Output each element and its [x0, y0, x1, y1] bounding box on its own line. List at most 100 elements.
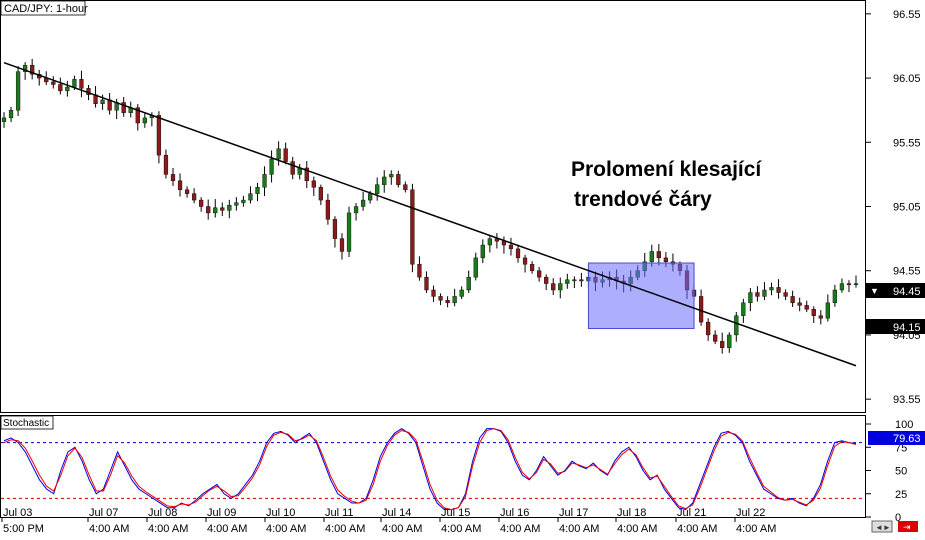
candle-body	[508, 244, 514, 250]
candle-body	[720, 341, 725, 348]
candle-body	[135, 107, 140, 124]
scroll-icon[interactable]: ◄►	[871, 520, 893, 533]
candle-body	[51, 81, 56, 85]
candle-body	[825, 302, 830, 319]
candle-body	[776, 287, 781, 293]
candle-body	[346, 212, 352, 252]
candle-body	[311, 180, 316, 188]
candle-body	[177, 180, 183, 191]
candle-body	[783, 292, 788, 297]
stochastic-label-box	[0, 415, 54, 430]
candle-body	[515, 248, 521, 259]
candle-body	[529, 264, 535, 271]
time-tick-time: 4:00 AM	[559, 523, 599, 535]
time-tick-time: 4:00 AM	[736, 523, 776, 535]
candle-body	[431, 289, 436, 297]
candle-body	[579, 279, 584, 282]
candle-body	[375, 184, 380, 194]
time-tick-time: 5:00 PM	[3, 523, 44, 535]
candle-body	[213, 207, 218, 214]
candle-body	[544, 276, 549, 284]
time-tick-date: Jul 10	[266, 507, 295, 519]
time-tick-date: Jul 18	[617, 507, 646, 519]
candle-body	[206, 206, 211, 214]
candle-body	[713, 334, 718, 342]
candle-body	[121, 102, 126, 113]
candle-body	[30, 65, 35, 75]
candle-body	[332, 219, 338, 239]
svg-text:94.15: 94.15	[893, 322, 921, 334]
candle-body	[396, 174, 401, 185]
candle-body	[248, 193, 253, 201]
candle-body	[100, 99, 105, 104]
time-tick-time: 4:00 AM	[500, 523, 540, 535]
candle-body	[58, 84, 63, 92]
annotation-line-1: Prolomení klesající	[571, 158, 762, 181]
price-tick-label: 96.05	[893, 73, 921, 85]
time-tick-time: 4:00 AM	[148, 523, 188, 535]
candle-body	[283, 148, 288, 162]
candle-body	[558, 283, 563, 291]
candle-body	[255, 187, 260, 194]
svg-text:◄►: ◄►	[875, 523, 891, 532]
svg-text:⇥: ⇥	[903, 522, 911, 532]
chart-title: CAD/JPY: 1-hour	[4, 3, 88, 15]
svg-text:94.45: 94.45	[893, 286, 921, 298]
candle-body	[466, 276, 471, 291]
candle-body	[797, 302, 802, 306]
price-tick-label: 95.55	[893, 137, 921, 149]
svg-text:▼: ▼	[870, 286, 879, 296]
candle-body	[452, 296, 457, 304]
candle-body	[368, 193, 373, 201]
candle-body	[706, 321, 711, 336]
candle-body	[142, 117, 147, 124]
candle-body	[748, 292, 753, 304]
stochastic-tick-label: 100	[895, 419, 913, 431]
candle-body	[818, 315, 823, 319]
candle-body	[318, 187, 323, 201]
candle-body	[698, 296, 704, 323]
stochastic-axis: 100 75 50 25 0	[866, 419, 913, 524]
candle-body	[572, 279, 577, 282]
candle-body	[459, 289, 464, 297]
title-box	[0, 0, 86, 16]
candle-body	[72, 79, 77, 88]
candle-body	[537, 270, 542, 278]
candle-body	[755, 292, 760, 297]
time-tick-time: 4:00 AM	[325, 523, 365, 535]
time-tick-time: 4:00 AM	[677, 523, 717, 535]
time-tick-date: Jul 09	[207, 507, 236, 519]
candle-body	[325, 199, 331, 220]
candle-body	[445, 300, 450, 304]
candle-body	[741, 302, 746, 316]
time-tick-date: Jul 22	[736, 507, 765, 519]
candle-body	[473, 257, 478, 278]
candle-body	[424, 276, 429, 291]
time-tick-date: Jul 14	[382, 507, 411, 519]
candle-body	[353, 206, 359, 214]
candle-body	[522, 257, 528, 265]
candle-body	[832, 289, 837, 304]
time-axis: Jul 03 5:00 PM Jul 07 4:00 AM Jul 08 4:00 AM J…	[1, 507, 776, 535]
candle-body	[304, 167, 309, 182]
breakout-highlight-box	[587, 262, 695, 330]
svg-text:79.63: 79.63	[893, 433, 921, 445]
candle-body	[663, 257, 669, 262]
close-icon[interactable]: ⇥	[898, 521, 918, 532]
price-tick-label: 95.05	[893, 202, 921, 214]
candle-body	[480, 244, 485, 259]
candle-body	[804, 305, 809, 310]
price-marker-tag: 94.15	[866, 319, 925, 334]
candle-body	[417, 264, 422, 278]
time-tick-time: 4:00 AM	[617, 523, 657, 535]
price-tick-label: 94.55	[893, 266, 921, 278]
stochastic-tick-label: 25	[895, 489, 907, 501]
candle-body	[65, 86, 70, 92]
candle-body	[762, 289, 767, 297]
price-panel	[0, 0, 866, 413]
candle-body	[438, 296, 443, 301]
candle-body	[290, 161, 295, 175]
annotation-line-2: trendové čáry	[574, 188, 712, 211]
candle-body	[551, 283, 556, 291]
stochastic-lines	[3, 428, 857, 511]
